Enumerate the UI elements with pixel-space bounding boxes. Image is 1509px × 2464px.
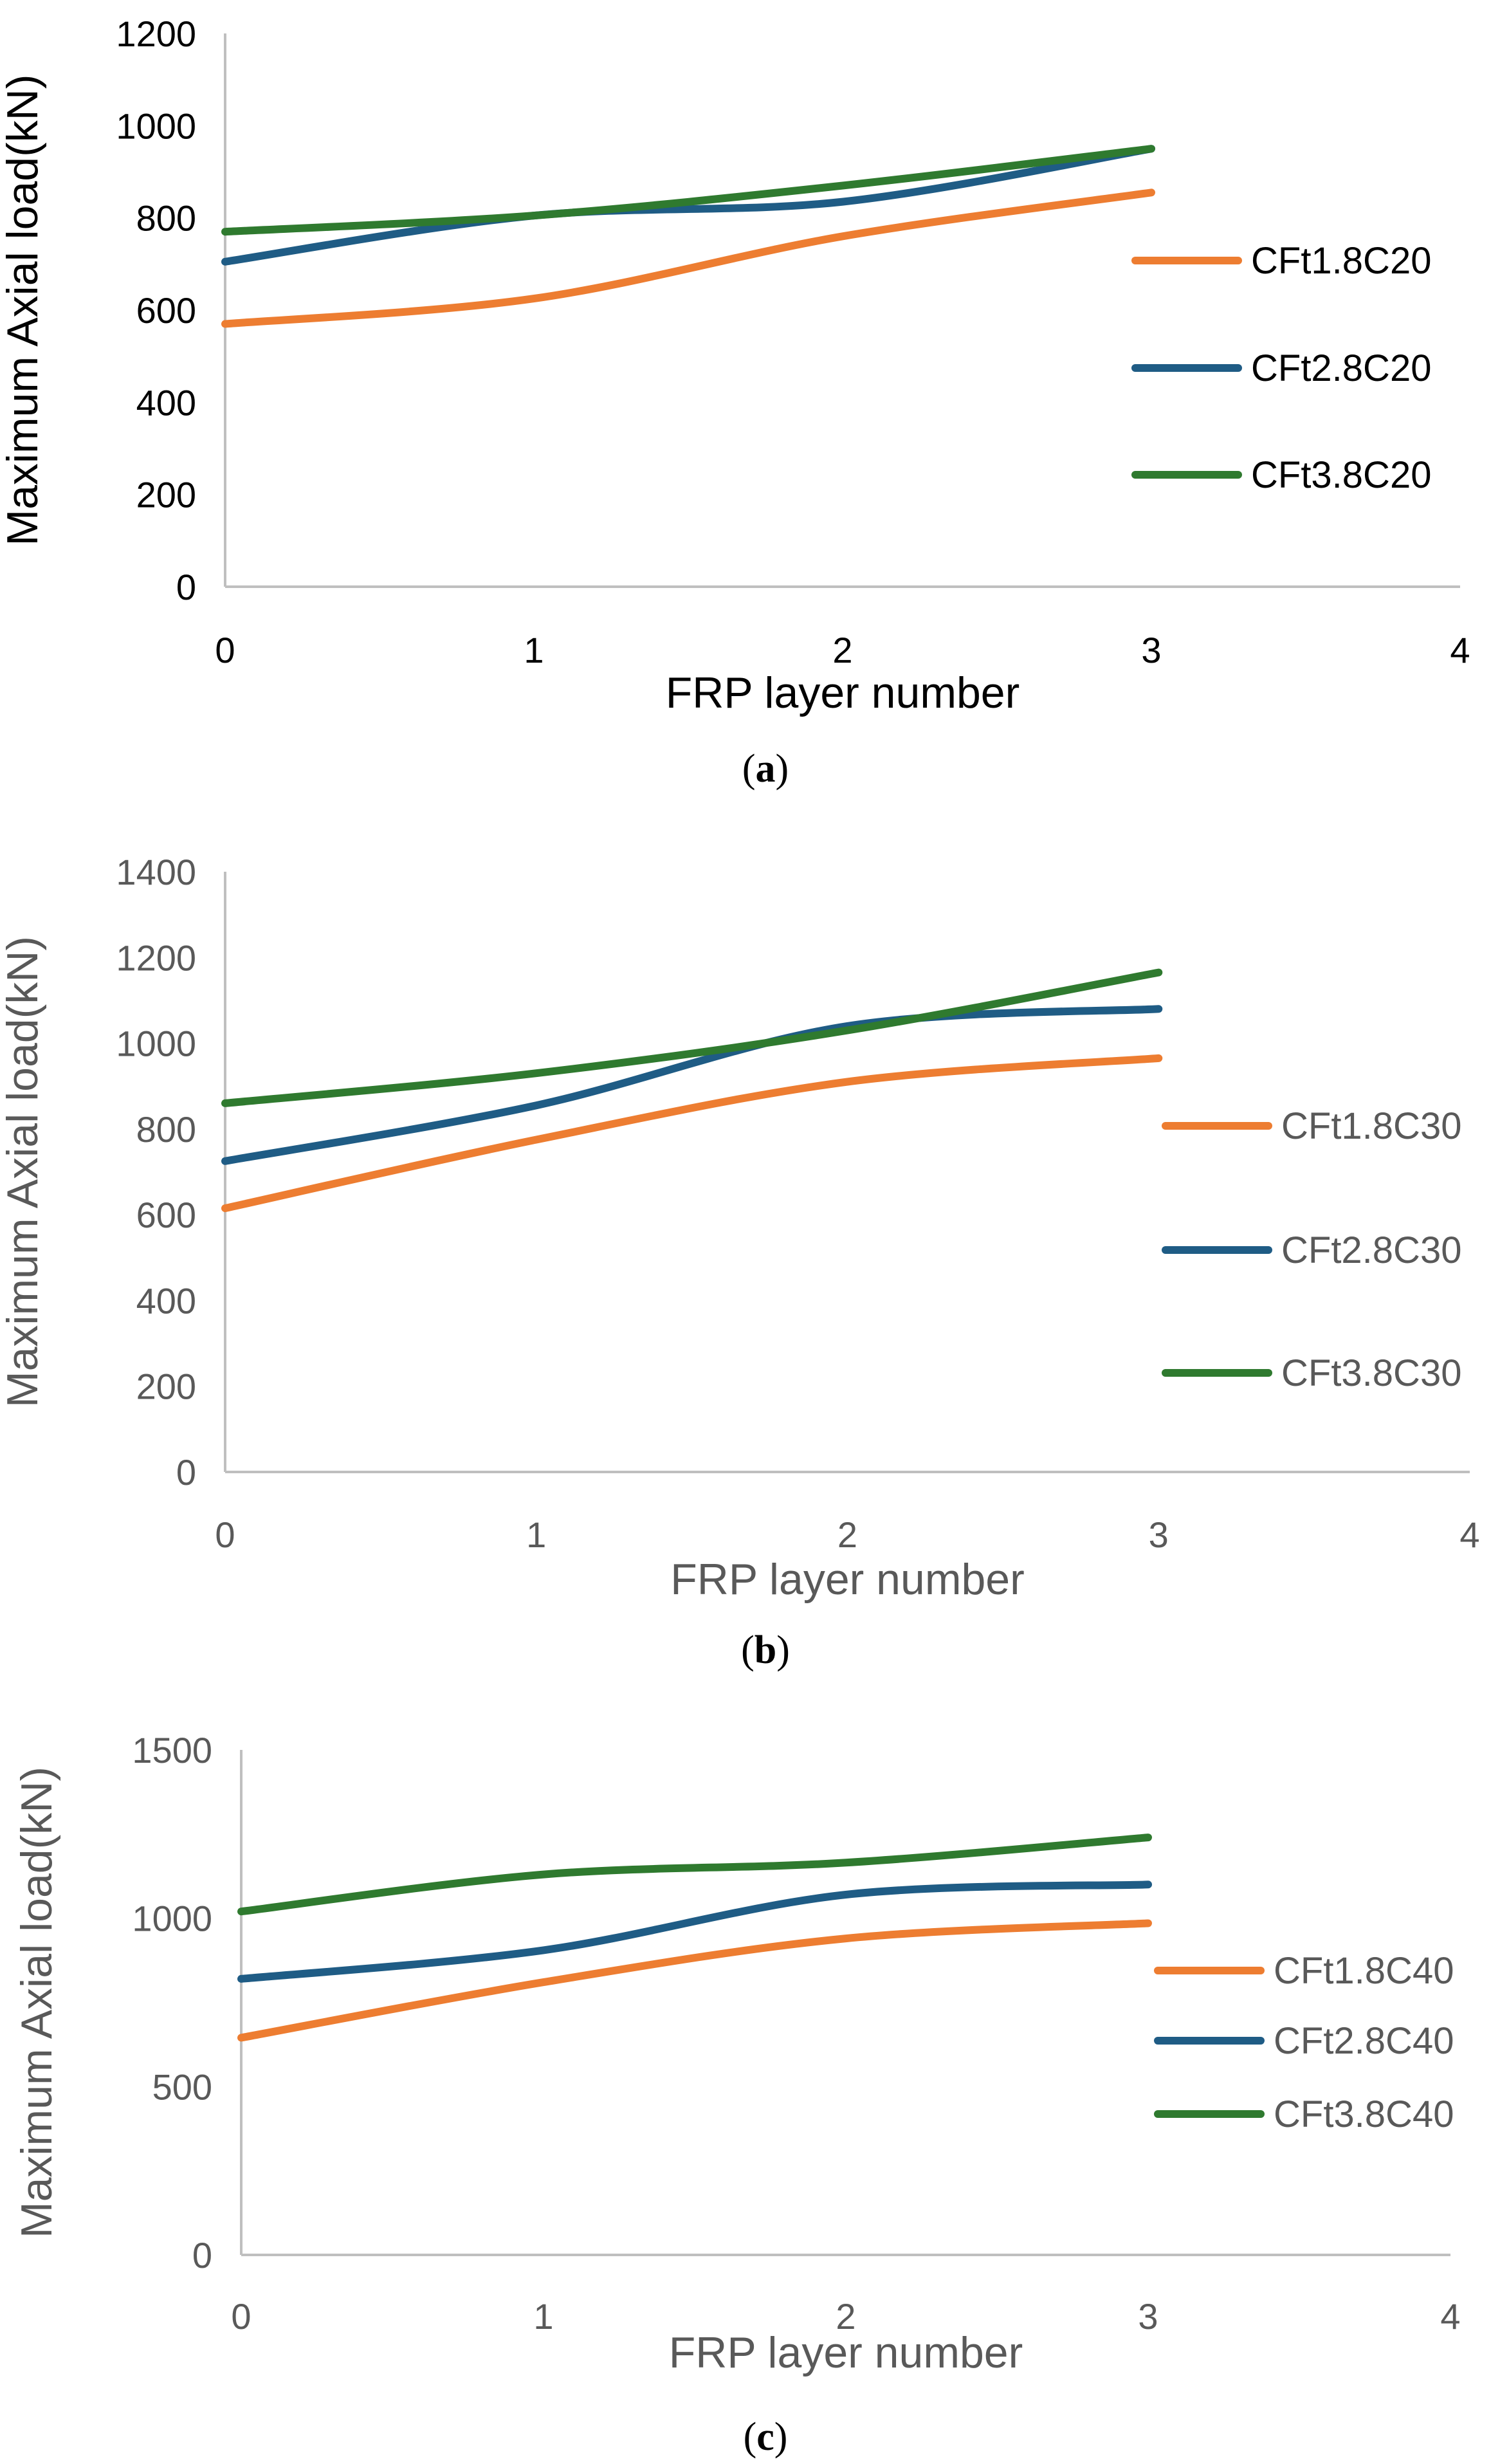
x-tick-label: 4 [1450,630,1470,670]
y-tick-label: 0 [176,1452,196,1493]
series-line-CFt2.8C20 [221,145,1155,266]
x-tick-label: 2 [832,630,852,670]
series-line-CFt2.8C30 [221,1005,1163,1165]
y-tick-label: 1000 [116,106,196,146]
x-tick-label: 4 [1440,2296,1460,2337]
series-line-CFt1.8C20 [221,188,1155,328]
caption-close-paren: ) [776,747,789,791]
caption-open-paren: ( [742,747,756,791]
y-tick-label: 800 [136,1109,196,1150]
panel-caption: (b) [741,1628,790,1672]
chart-panel-c: 0 500 1000 1500 0 1 2 3 4 FRP layer number Maximum… [12,1730,1461,2459]
x-axis-title: FRP layer number [669,2328,1023,2377]
y-tick-label: 0 [192,2235,212,2276]
y-tick-label: 400 [136,1280,196,1321]
legend-label: CFt2.8C20 [1251,347,1431,389]
caption-close-paren: ) [774,2415,788,2459]
x-tick-label: 1 [533,2296,553,2337]
x-tick-label: 3 [1138,2296,1158,2337]
x-tick-label: 3 [1141,630,1161,670]
caption-open-paren: ( [741,1628,754,1672]
y-axis-title: Maximum Axial load(kN) [12,1767,61,2238]
series-line-CFt3.8C20 [221,145,1155,236]
legend-label: CFt1.8C40 [1274,1950,1454,1992]
y-axis-title: Maximum Axial load(kN) [0,74,47,546]
y-axis-title: Maximum Axial load(kN) [0,936,47,1408]
y-tick-label: 600 [136,290,196,331]
x-tick-label: 2 [837,1514,857,1555]
panel-caption: (c) [744,2415,788,2459]
legend-label: CFt1.8C20 [1251,240,1431,282]
y-tick-label: 1000 [132,1899,212,1939]
x-axis-title: FRP layer number [666,668,1020,717]
y-tick-label: 1200 [116,14,196,54]
series-line-CFt1.8C30 [221,1054,1163,1213]
x-tick-label: 0 [231,2296,251,2337]
legend-label: CFt1.8C30 [1281,1105,1461,1147]
x-tick-label: 0 [215,630,235,670]
y-tick-label: 1500 [132,1730,212,1770]
legend-label: CFt2.8C40 [1274,2020,1454,2062]
caption-open-paren: ( [744,2415,757,2459]
series-line-CFt2.8C40 [237,1880,1152,1983]
caption-letter: b [754,1628,776,1672]
x-axis-title: FRP layer number [670,1555,1025,1604]
series-line-CFt1.8C40 [237,1919,1152,2042]
y-tick-label: 1400 [116,852,196,892]
y-tick-label: 200 [136,475,196,515]
y-tick-label: 600 [136,1195,196,1235]
chart-panel-b: 0 200 400 600 800 1000 1200 1400 0 1 2 3 4 FRP layer … [0,852,1480,1672]
x-tick-label: 1 [526,1514,546,1555]
y-tick-label: 200 [136,1366,196,1407]
series-line-CFt3.8C40 [237,1834,1152,1916]
x-tick-label: 3 [1149,1514,1169,1555]
y-tick-label: 1200 [116,937,196,978]
y-tick-label: 1000 [116,1024,196,1064]
legend-label: CFt2.8C30 [1281,1229,1461,1271]
x-tick-label: 2 [836,2296,855,2337]
series-line-CFt3.8C30 [221,968,1163,1107]
caption-letter: a [756,747,776,791]
y-tick-label: 800 [136,198,196,239]
legend-label: CFt3.8C30 [1281,1352,1461,1394]
legend-label: CFt3.8C20 [1251,454,1431,496]
x-tick-label: 1 [524,630,544,670]
y-tick-label: 0 [176,567,196,607]
chart-panel-a: 0 200 400 600 800 1000 1200 0 1 2 3 4 FRP layer numb… [0,14,1470,791]
caption-close-paren: ) [776,1628,790,1672]
y-tick-label: 500 [152,2066,212,2107]
y-tick-label: 400 [136,382,196,423]
legend-label: CFt3.8C40 [1274,2093,1454,2135]
panel-caption: (a) [742,747,789,791]
caption-letter: c [756,2415,774,2459]
x-tick-label: 0 [215,1514,235,1555]
x-tick-label: 4 [1459,1514,1479,1555]
